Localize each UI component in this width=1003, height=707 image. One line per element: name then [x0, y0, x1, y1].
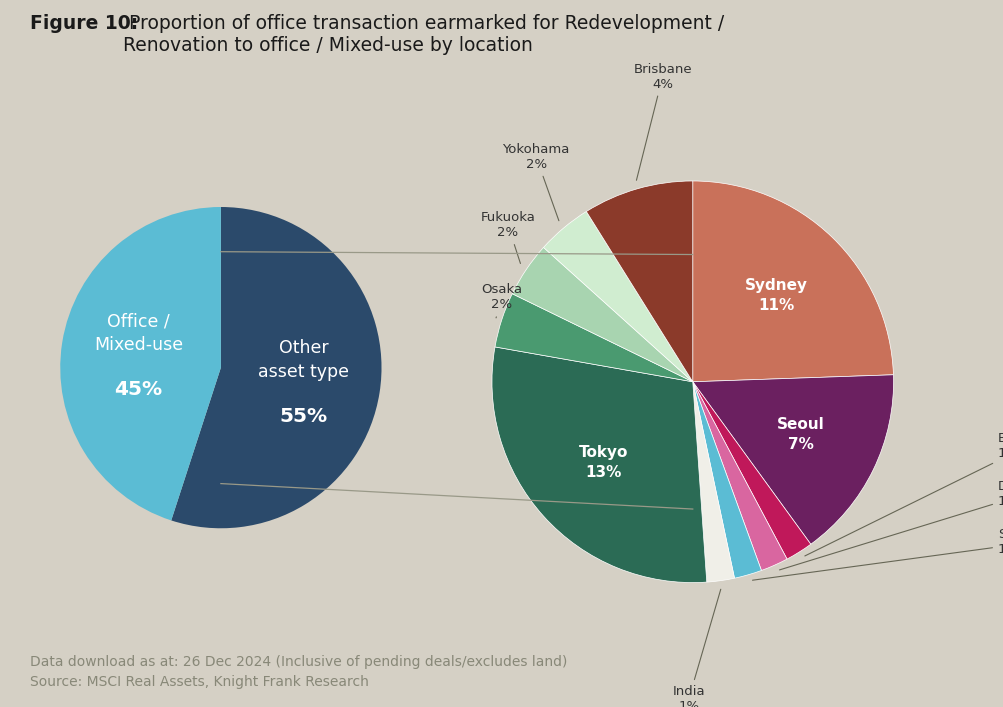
Wedge shape — [692, 375, 893, 544]
Wedge shape — [172, 207, 381, 528]
Text: Tokyo
13%: Tokyo 13% — [578, 445, 627, 480]
Text: Daejeon
1%: Daejeon 1% — [778, 480, 1003, 570]
Wedge shape — [692, 382, 810, 559]
Text: Fukuoka
2%: Fukuoka 2% — [480, 211, 535, 264]
Text: Sydney
11%: Sydney 11% — [744, 278, 807, 312]
Text: Data download as at: 26 Dec 2024 (Inclusive of pending deals/excludes land)
Sour: Data download as at: 26 Dec 2024 (Inclus… — [30, 655, 567, 689]
Text: Bundang
1%: Bundang 1% — [804, 432, 1003, 556]
Wedge shape — [692, 181, 893, 382]
Wedge shape — [692, 382, 760, 578]
Text: Other
asset type: Other asset type — [258, 339, 348, 380]
Wedge shape — [692, 382, 734, 582]
Text: Office /
Mixed-use: Office / Mixed-use — [93, 313, 183, 354]
Wedge shape — [512, 247, 692, 382]
Wedge shape — [586, 181, 692, 382]
Wedge shape — [60, 207, 221, 520]
Text: India
1%: India 1% — [672, 589, 720, 707]
Text: 45%: 45% — [114, 380, 162, 399]
Text: Brisbane
4%: Brisbane 4% — [633, 62, 691, 180]
Text: Figure 10:: Figure 10: — [30, 14, 138, 33]
Text: Osaka
2%: Osaka 2% — [481, 284, 522, 318]
Text: Seoul
7%: Seoul 7% — [776, 417, 824, 452]
Wedge shape — [543, 211, 692, 382]
Wedge shape — [692, 382, 786, 571]
Text: Yokohama
2%: Yokohama 2% — [502, 143, 570, 221]
Text: Proportion of office transaction earmarked for Redevelopment /
Renovation to off: Proportion of office transaction earmark… — [122, 14, 723, 55]
Text: Singapore
1%: Singapore 1% — [752, 528, 1003, 580]
Wedge shape — [491, 347, 706, 583]
Wedge shape — [494, 293, 692, 382]
Text: 55%: 55% — [279, 407, 327, 426]
